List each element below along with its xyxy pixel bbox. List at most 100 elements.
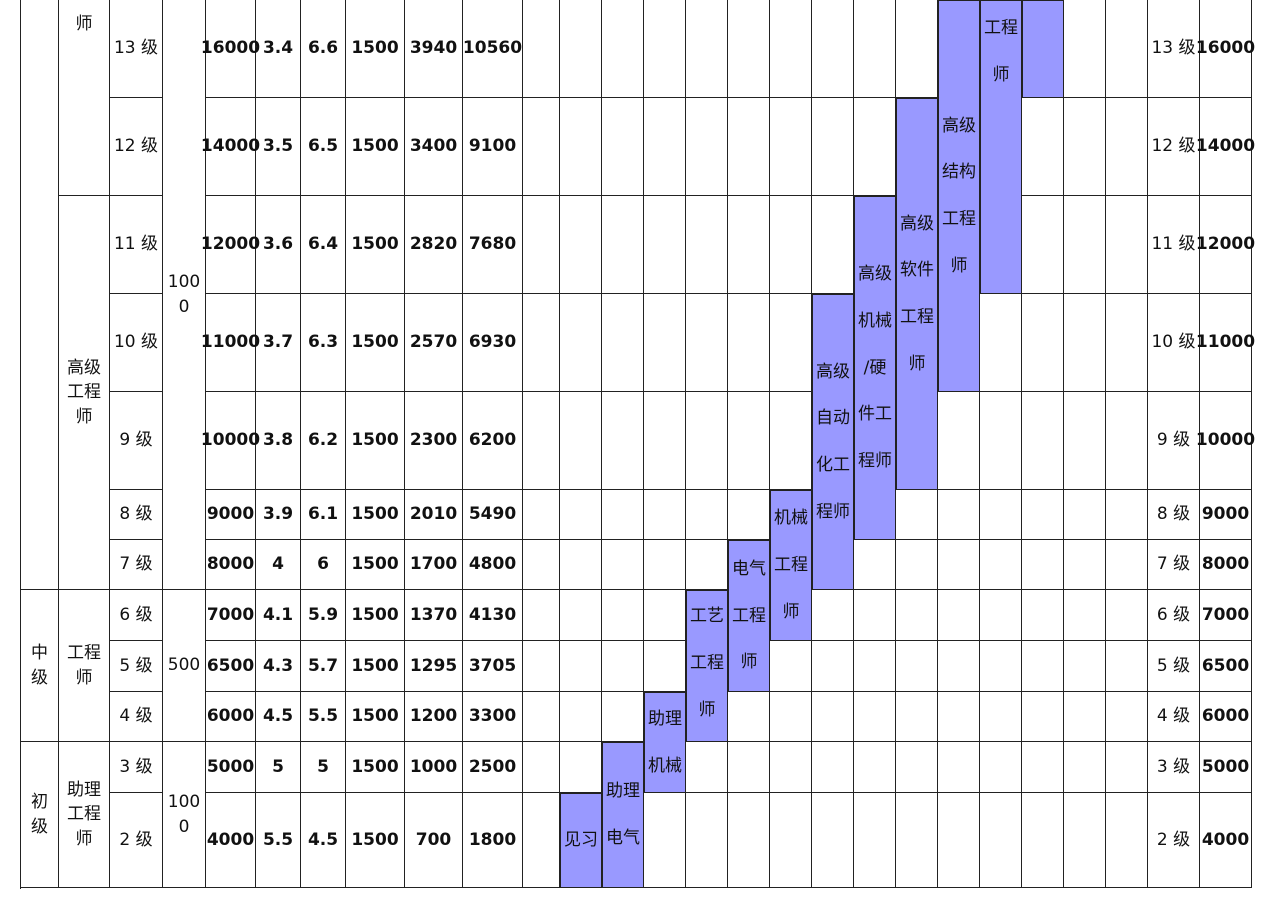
empty-cell [523, 392, 560, 490]
value-c-cell-text: 1500 [351, 430, 399, 451]
track-grid-cell [1022, 742, 1064, 793]
track-grid-cell [1106, 196, 1148, 294]
career-track-bar: 高级 软件 工程 师 [896, 98, 938, 490]
track-grid-cell [602, 490, 644, 540]
base-salary-cell: 8000 [206, 540, 256, 590]
track-grid-cell [938, 540, 980, 590]
track-grid-cell [602, 294, 644, 392]
career-track-bar-text: 工艺 工程 师 [690, 606, 724, 720]
career-track-bar-text: 助理 电气 [606, 781, 640, 848]
value-e-cell: 10560 [463, 0, 523, 98]
track-grid-cell [644, 294, 686, 392]
level-cell-text: 13 级 [113, 38, 159, 59]
track-grid-cell [560, 392, 602, 490]
track-grid-cell [1022, 98, 1064, 196]
track-grid-cell [560, 490, 602, 540]
track-grid-cell [854, 540, 896, 590]
empty-cell [523, 742, 560, 793]
value-c-cell-text: 1500 [351, 706, 399, 727]
track-grid-cell [602, 641, 644, 692]
value-b-cell: 6.3 [301, 294, 346, 392]
title-cell-senior-text: 高级 工程 师 [67, 357, 101, 427]
value-b-cell-text: 6 [317, 554, 329, 575]
track-grid-cell [686, 294, 728, 392]
value-b-cell: 5.7 [301, 641, 346, 692]
track-grid-cell [854, 98, 896, 196]
track-grid-cell [1106, 742, 1148, 793]
level-cell-right: 12 级 [1148, 98, 1200, 196]
level-cell-right: 11 级 [1148, 196, 1200, 294]
track-grid-cell [560, 294, 602, 392]
track-grid-cell [980, 392, 1022, 490]
track-grid-cell [644, 392, 686, 490]
level-cell: 4 级 [110, 692, 163, 742]
track-grid-cell [1106, 692, 1148, 742]
value-a-cell-text: 5 [272, 756, 284, 777]
track-grid-cell [602, 0, 644, 98]
track-grid-cell [854, 742, 896, 793]
track-grid-cell [896, 742, 938, 793]
level-cell-text: 12 级 [113, 136, 159, 157]
level-cell-text: 10 级 [113, 332, 159, 353]
career-track-bar: 高级 结构 工程 师 [938, 0, 980, 392]
value-d-cell: 1700 [405, 540, 463, 590]
level-cell-right: 6 级 [1148, 590, 1200, 641]
level-cell: 5 级 [110, 641, 163, 692]
career-track-bar-text: 高级 软件 工程 师 [900, 213, 934, 374]
value-c-cell: 1500 [346, 590, 405, 641]
value-a-cell: 4.1 [256, 590, 301, 641]
track-grid-cell [1064, 196, 1106, 294]
value-e-cell-text: 6200 [468, 430, 517, 451]
track-grid-cell [812, 196, 854, 294]
value-d-cell-text: 1000 [409, 756, 458, 777]
value-d-cell-text: 1200 [409, 706, 458, 727]
base-salary-cell-text: 11000 [200, 332, 261, 353]
value-d-cell-text: 2570 [409, 332, 458, 353]
track-grid-cell [770, 0, 812, 98]
level-cell-right-text: 7 级 [1156, 554, 1191, 575]
base-salary-cell-text: 6000 [206, 706, 255, 727]
track-grid-cell [1022, 641, 1064, 692]
base-salary-cell-text: 7000 [206, 604, 255, 625]
value-d-cell: 3400 [405, 98, 463, 196]
track-grid-cell [980, 641, 1022, 692]
empty-cell [523, 692, 560, 742]
value-a-cell-text: 3.9 [262, 504, 294, 525]
career-track-bar: 机械 工程 师 [770, 490, 812, 641]
track-grid-cell [560, 641, 602, 692]
title-cell-mid-text: 工程 师 [67, 642, 101, 688]
value-d-cell: 3940 [405, 0, 463, 98]
step-cell-mid: 500 [163, 590, 206, 742]
track-grid-cell [1106, 540, 1148, 590]
track-grid-cell [896, 0, 938, 98]
level-cell-text: 7 级 [119, 554, 153, 575]
level-cell: 9 级 [110, 392, 163, 490]
track-grid-cell [686, 0, 728, 98]
track-grid-cell [728, 294, 770, 392]
value-e-cell: 7680 [463, 196, 523, 294]
empty-cell [523, 641, 560, 692]
title-cell-mid: 工程 师 [59, 590, 110, 742]
value-b-cell: 5 [301, 742, 346, 793]
value-c-cell-text: 1500 [351, 655, 399, 676]
track-grid-cell [1064, 641, 1106, 692]
track-grid-cell [1064, 793, 1106, 888]
level-cell-text: 5 级 [119, 655, 153, 676]
base-salary-cell-right-text: 7000 [1201, 604, 1250, 625]
value-e-cell: 6930 [463, 294, 523, 392]
value-e-cell-text: 9100 [468, 136, 517, 157]
track-grid-cell [644, 641, 686, 692]
base-salary-cell-right-text: 5000 [1201, 756, 1250, 777]
level-cell-right: 10 级 [1148, 294, 1200, 392]
empty-cell [523, 196, 560, 294]
value-a-cell: 5 [256, 742, 301, 793]
value-b-cell-text: 6.2 [307, 430, 339, 451]
track-grid-cell [644, 490, 686, 540]
grade-cell-junior: 初 级 [21, 742, 59, 888]
track-grid-cell [1106, 490, 1148, 540]
base-salary-cell-right-text: 12000 [1195, 234, 1256, 255]
track-grid-cell [938, 793, 980, 888]
track-grid-cell [644, 793, 686, 888]
value-a-cell: 4.3 [256, 641, 301, 692]
career-track-bar-text: 电气 工程 师 [732, 558, 766, 673]
